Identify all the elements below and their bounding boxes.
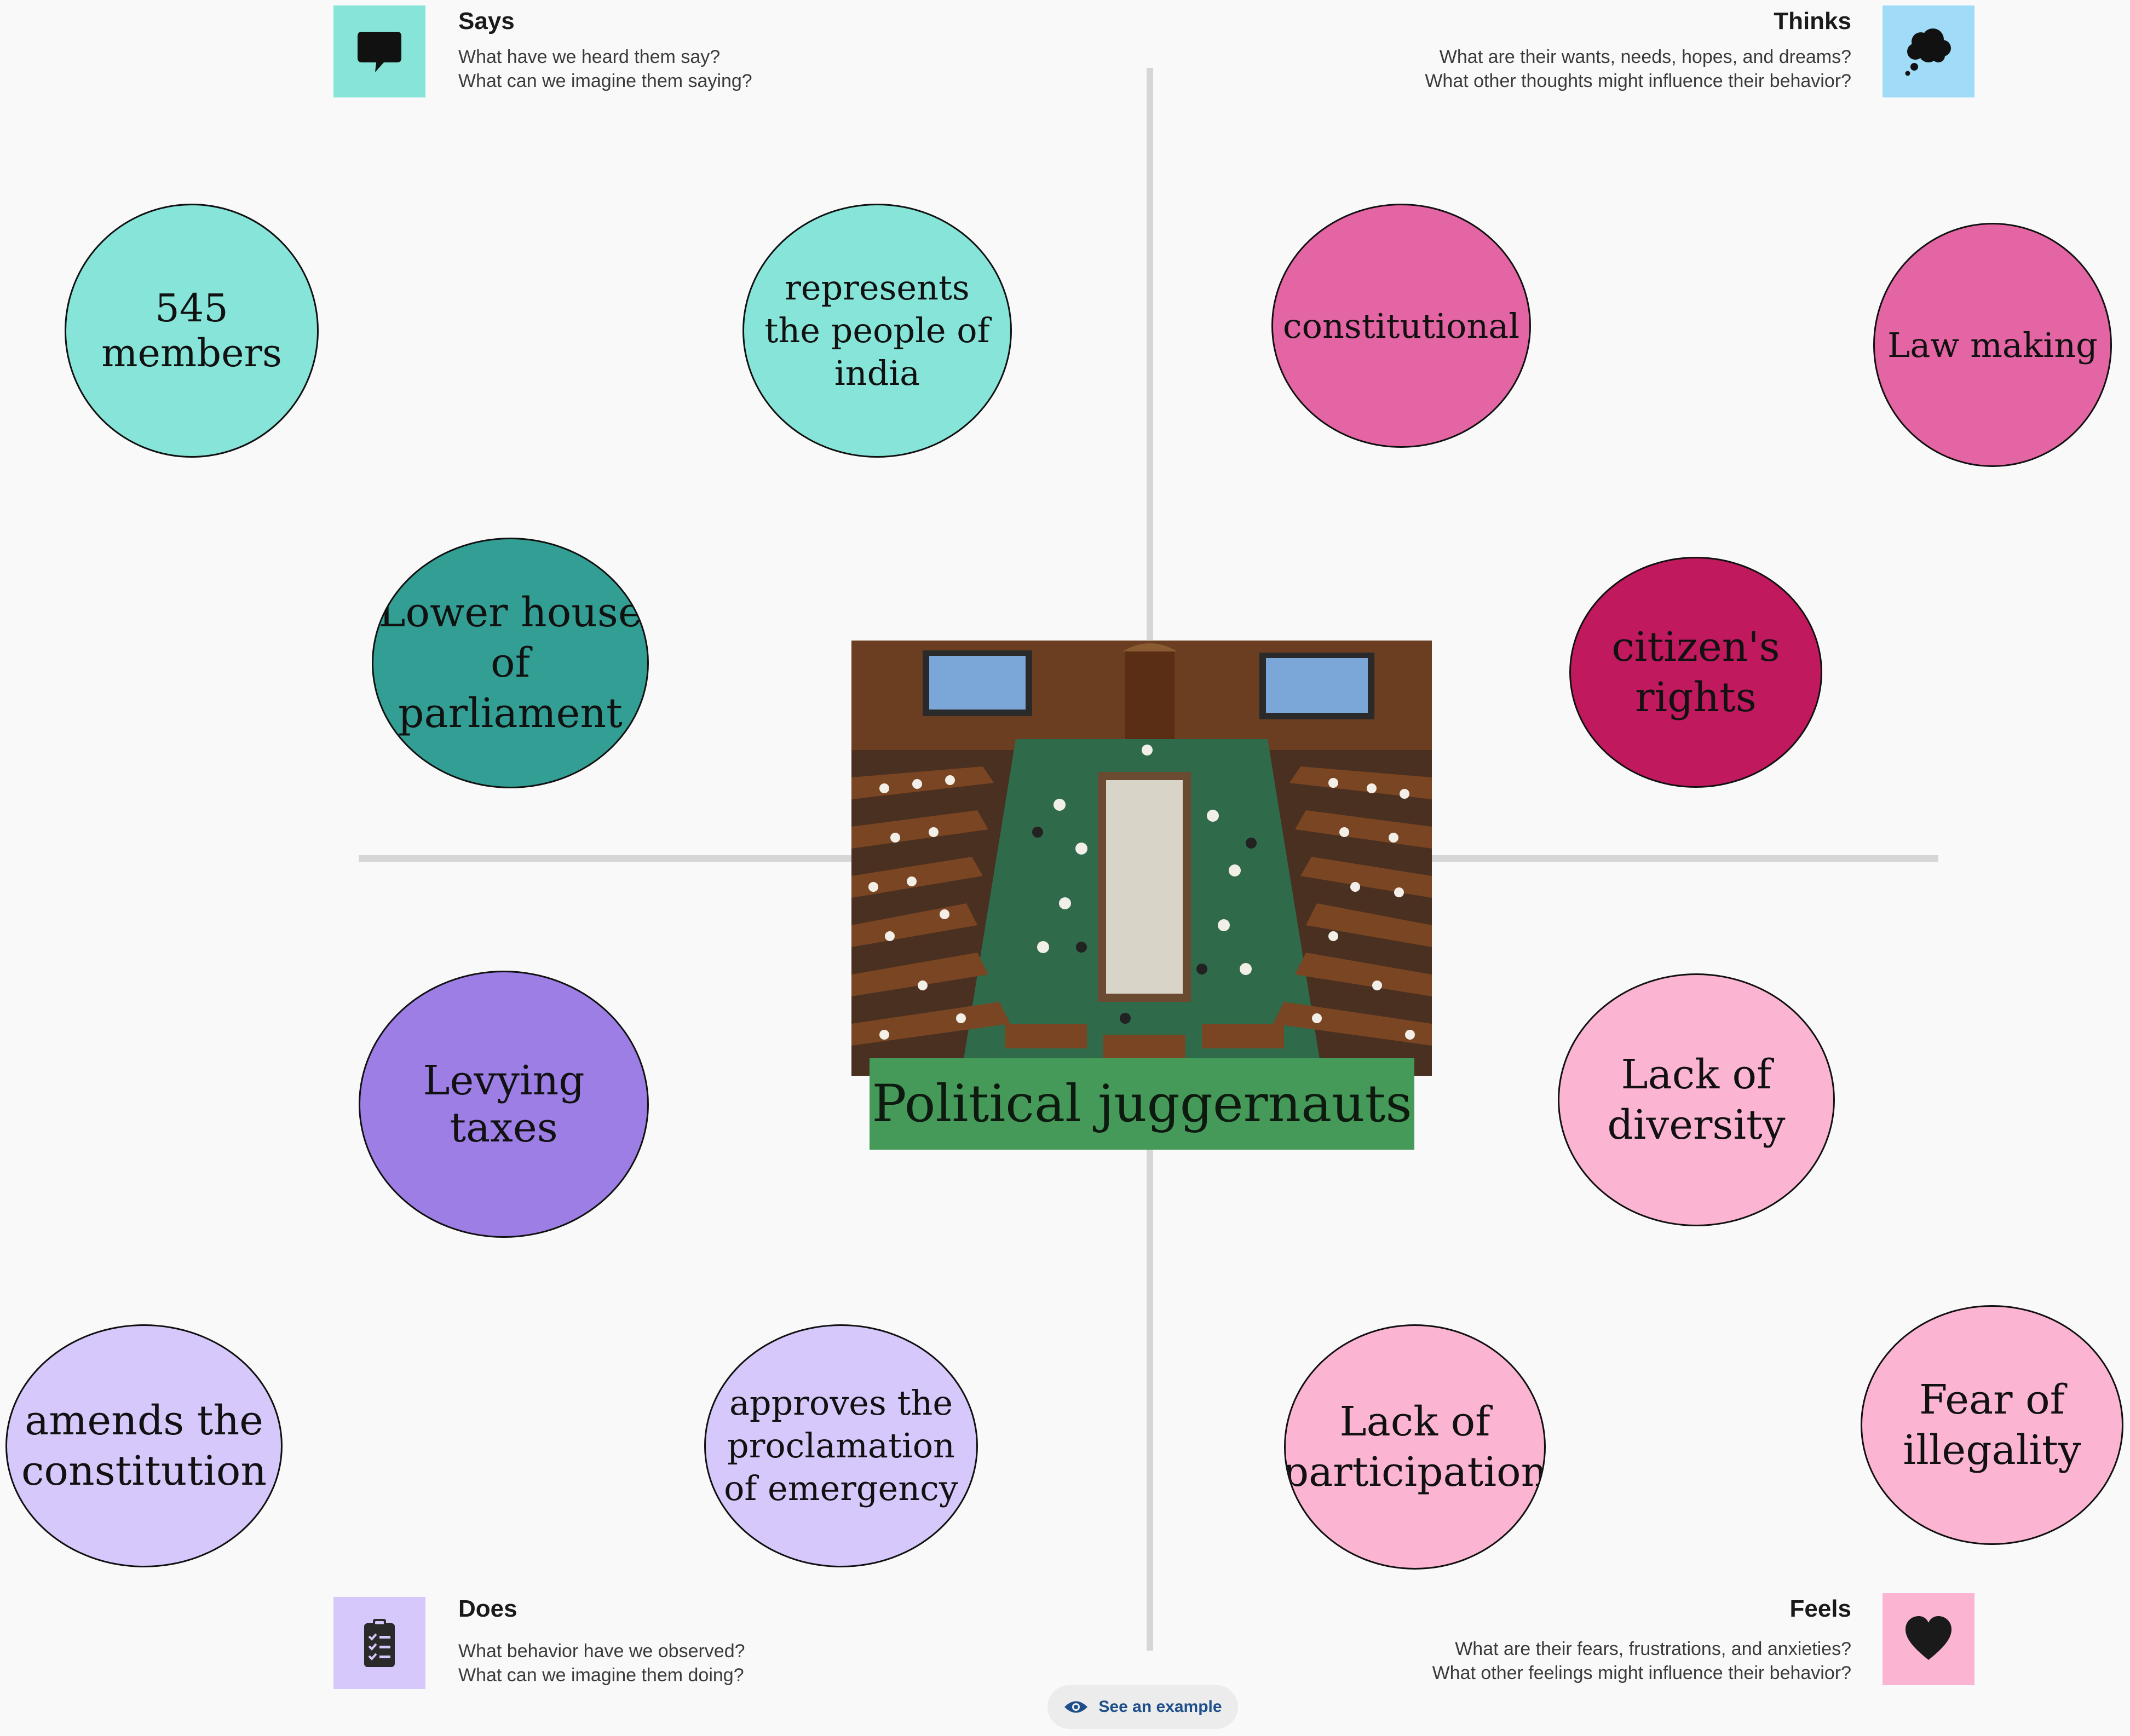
thought-cloud-icon — [1905, 28, 1951, 76]
does-icon-tile — [333, 1597, 425, 1689]
sticky-note-constitutional[interactable]: constitutional — [1271, 204, 1531, 448]
see-example-label: See an example — [1098, 1698, 1222, 1716]
sticky-note-545-members[interactable]: 545 members — [65, 204, 319, 458]
does-question-2: What can we imagine them doing? — [458, 1665, 744, 1686]
thinks-title: Thinks — [1774, 8, 1851, 34]
sticky-note-lack-diversity[interactable]: Lack of diversity — [1558, 973, 1835, 1226]
divider-horizontal-left — [359, 855, 851, 862]
see-example-button[interactable]: See an example — [1047, 1685, 1238, 1729]
sticky-note-represents-people[interactable]: represents the people of india — [742, 204, 1012, 458]
divider-horizontal-right — [1432, 855, 1938, 862]
sticky-note-text: Fear of illegality — [1903, 1376, 2081, 1474]
sticky-note-text: Lack of participation — [1284, 1398, 1546, 1496]
eye-icon — [1064, 1701, 1088, 1713]
sticky-note-amends-constitution[interactable]: amends the constitution — [5, 1324, 283, 1567]
says-title: Says — [458, 8, 515, 34]
parliament-chamber-photo — [851, 641, 1432, 1076]
says-question-1: What have we heard them say? — [458, 47, 721, 67]
thinks-question-1: What are their wants, needs, hopes, and … — [1439, 47, 1851, 67]
sticky-note-approves-emergency[interactable]: approves the proclamation of emergency — [704, 1324, 978, 1567]
sticky-note-law-making[interactable]: Law making — [1873, 223, 2112, 467]
heart-icon — [1906, 1616, 1951, 1660]
says-question-2: What can we imagine them saying? — [458, 71, 752, 91]
sticky-note-text: amends the constitution — [21, 1397, 267, 1495]
sticky-note-text: approves the proclamation of emergency — [724, 1383, 958, 1508]
divider-vertical-top — [1147, 68, 1153, 640]
sticky-note-citizens-rights[interactable]: citizen's rights — [1569, 557, 1822, 788]
sticky-note-text: Lower house of parliament — [378, 589, 642, 737]
does-question-1: What behavior have we observed? — [458, 1641, 745, 1662]
sticky-note-text: 545 members — [101, 286, 282, 376]
sticky-note-text: Law making — [1887, 325, 2098, 365]
speech-bubble-icon — [358, 32, 401, 72]
says-icon-tile — [333, 5, 425, 97]
feels-question-1: What are their fears, frustrations, and … — [1455, 1639, 1851, 1659]
feels-icon-tile — [1883, 1593, 1974, 1685]
feels-question-2: What other feelings might influence thei… — [1432, 1663, 1851, 1683]
sticky-note-text: Lack of diversity — [1607, 1051, 1786, 1149]
sticky-note-text: represents the people of india — [764, 268, 990, 393]
thinks-question-2: What other thoughts might influence thei… — [1425, 71, 1851, 91]
sticky-note-text: constitutional — [1282, 305, 1520, 346]
sticky-note-text: citizen's rights — [1611, 624, 1780, 721]
sticky-note-fear-illegality[interactable]: Fear of illegality — [1861, 1305, 2123, 1545]
sticky-note-levying-taxes[interactable]: Levying taxes — [359, 971, 649, 1238]
sticky-note-lower-house[interactable]: Lower house of parliament — [372, 538, 649, 788]
thinks-icon-tile — [1883, 5, 1974, 97]
clipboard-checklist-icon — [364, 1619, 395, 1667]
persona-title[interactable]: Political juggernauts — [870, 1058, 1414, 1150]
divider-vertical-bottom — [1147, 1076, 1153, 1651]
sticky-note-text: Levying taxes — [423, 1057, 585, 1151]
sticky-note-lack-participation[interactable]: Lack of participation — [1284, 1324, 1546, 1570]
does-title: Does — [458, 1595, 517, 1622]
feels-title: Feels — [1789, 1595, 1851, 1622]
